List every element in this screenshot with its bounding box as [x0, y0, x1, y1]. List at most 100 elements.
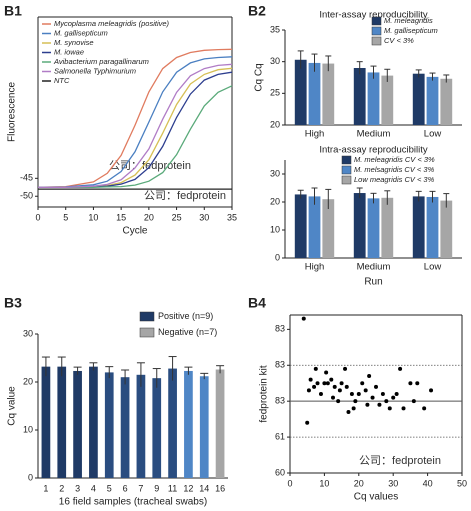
point [306, 388, 311, 393]
point [324, 370, 329, 375]
watermark: 公司：fedprotein [144, 190, 226, 202]
error-bar [325, 188, 332, 209]
x-axis-label: Run [364, 277, 382, 288]
error-bar [73, 366, 82, 375]
legend-label: M. melsagridis CV < 3% [354, 165, 435, 174]
point [377, 402, 382, 407]
point [356, 392, 361, 396]
error-bar [384, 190, 391, 205]
bar [294, 194, 307, 258]
error-bar [356, 187, 363, 199]
x-tick-label: 15 [116, 212, 126, 222]
y-tick-label: 10 [270, 224, 280, 234]
error-bar [184, 366, 193, 375]
x-axis-label: Cq values [354, 492, 398, 503]
legend-swatch [371, 16, 382, 26]
x-tick-label: Medium [357, 129, 391, 140]
bar [412, 73, 425, 125]
y-tick-label: 30 [270, 168, 280, 178]
y-tick-label: 20 [270, 119, 280, 129]
y-axis-label: Fluorescence [7, 82, 18, 142]
point [318, 392, 323, 396]
error-bar [297, 189, 304, 199]
bar [308, 62, 321, 125]
x-tick-label: Medium [357, 262, 391, 273]
y-tick-label: 25 [270, 88, 280, 98]
x-tick-label: 3 [75, 483, 80, 493]
point [374, 384, 378, 389]
bar [367, 198, 380, 258]
point [353, 399, 358, 404]
point [331, 395, 335, 400]
legend-swatch [371, 26, 382, 36]
error-bar [443, 74, 450, 83]
bar [440, 78, 453, 125]
bar [353, 193, 366, 258]
point [365, 402, 370, 407]
x-tick-label: 16 [215, 483, 225, 493]
bar [353, 68, 366, 125]
point [344, 384, 349, 389]
bar [440, 200, 453, 258]
point [401, 406, 406, 411]
y-tick-label: 35 [270, 24, 280, 34]
x-tick-label: 20 [144, 212, 154, 222]
error-bar [443, 193, 450, 208]
error-bar [168, 356, 177, 381]
error-bar [41, 356, 50, 377]
y-tick-label: -45 [20, 173, 33, 183]
watermark: 公司：fedprotein [359, 455, 441, 467]
point [301, 316, 306, 321]
bar [104, 372, 114, 478]
legend-label: Positive (n=9) [158, 311, 213, 321]
point [387, 406, 392, 411]
x-tick-label: 4 [91, 483, 96, 493]
x-tick-label: 5 [107, 483, 112, 493]
y-tick-label: 0 [275, 252, 280, 262]
x-tick-label: 0 [35, 212, 40, 222]
x-tick-label: 12 [183, 483, 193, 493]
error-bar [121, 369, 130, 385]
point [429, 388, 434, 393]
legend-swatch [139, 327, 155, 338]
bar [294, 59, 307, 126]
legend-label: M. meleagridis CV < 3% [354, 155, 435, 164]
legend-label: Avibacterium paragallinarum [53, 57, 149, 66]
point [325, 381, 330, 386]
y-tick-label: 20 [270, 196, 280, 206]
point [332, 384, 337, 389]
legend-label: Low meagridis CV < 3% [354, 175, 435, 184]
x-tick-label: 20 [354, 478, 364, 488]
bar [89, 366, 98, 478]
bar [381, 75, 394, 125]
x-axis-label: 16 field samples (tracheal swabs) [59, 497, 207, 508]
legend-label: Salmonella Typhimurium [54, 66, 136, 75]
error-bar [57, 356, 66, 377]
y-tick-label: 30 [270, 56, 280, 66]
error-bar [384, 68, 391, 82]
bar [152, 378, 162, 478]
chart-title: Intra-assay reproducibility [319, 145, 427, 156]
error-bar [415, 190, 422, 202]
point [349, 392, 354, 396]
point [329, 377, 334, 382]
y-tick-label: 83 [275, 360, 285, 370]
x-tick-label: 9 [154, 483, 159, 493]
chart-title: Inter-assay reproducibility [319, 10, 427, 21]
x-tick-label: 10 [319, 478, 329, 488]
error-bar [152, 368, 161, 388]
x-tick-label: 30 [199, 212, 209, 222]
bar [120, 377, 130, 478]
x-tick-label: 50 [457, 478, 467, 488]
point [391, 395, 396, 400]
error-bar [370, 192, 377, 204]
point [360, 381, 365, 386]
bar [41, 366, 51, 478]
point [305, 420, 310, 425]
x-tick-label: 14 [199, 483, 209, 493]
x-tick-label: 1 [43, 483, 48, 493]
bar [308, 196, 321, 258]
x-tick-label: 0 [287, 478, 292, 488]
x-tick-label: 30 [388, 478, 398, 488]
curve [38, 85, 233, 188]
